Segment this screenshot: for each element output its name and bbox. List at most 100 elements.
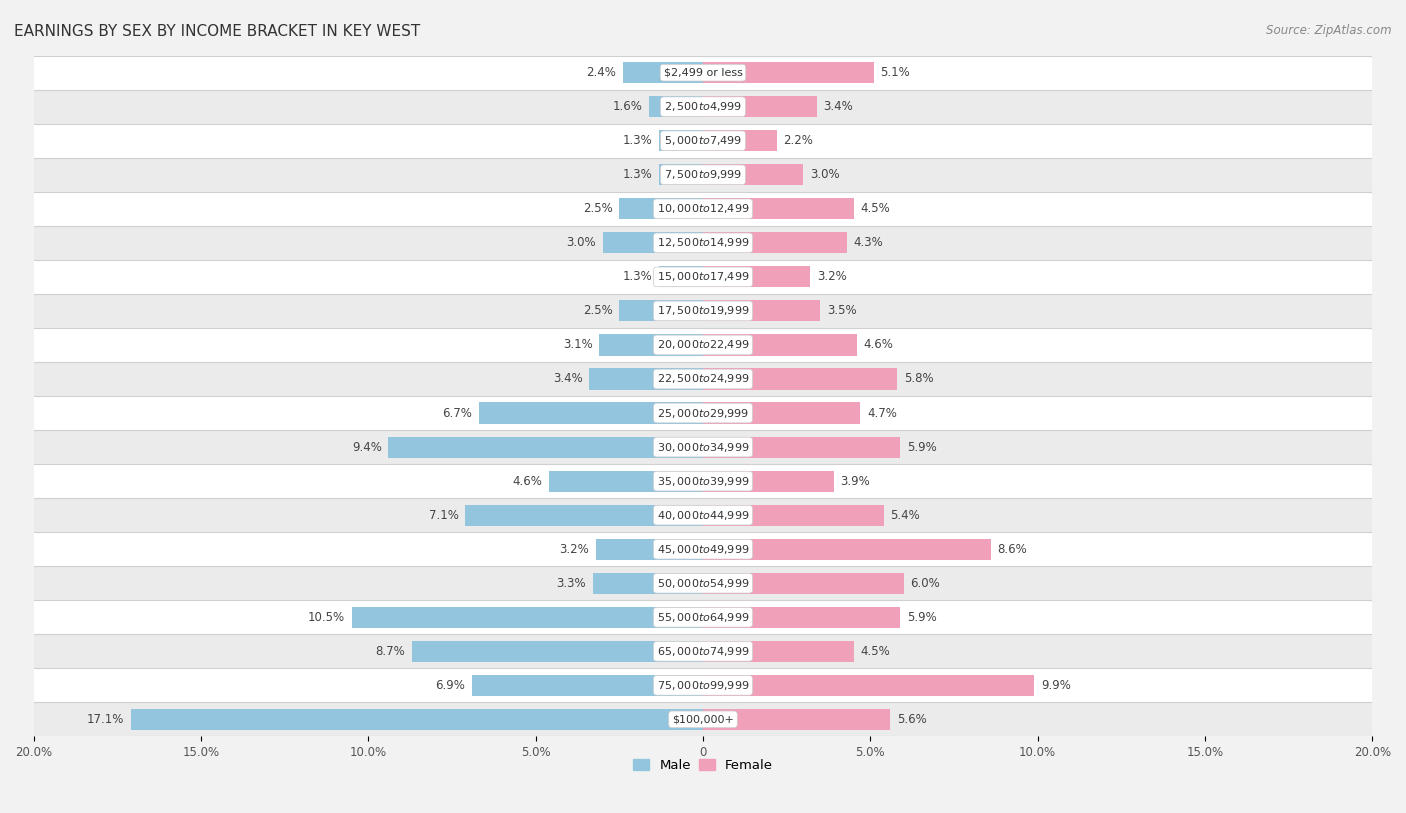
- Text: 2.4%: 2.4%: [586, 66, 616, 79]
- Bar: [352, 606, 703, 628]
- Bar: [412, 641, 703, 662]
- Text: $17,500 to $19,999: $17,500 to $19,999: [657, 304, 749, 317]
- Text: 8.6%: 8.6%: [997, 543, 1028, 555]
- Bar: [703, 539, 991, 559]
- Text: $35,000 to $39,999: $35,000 to $39,999: [657, 475, 749, 488]
- Legend: Male, Female: Male, Female: [627, 754, 779, 777]
- Text: 3.0%: 3.0%: [810, 168, 839, 181]
- Text: 6.0%: 6.0%: [911, 576, 941, 589]
- Bar: [623, 62, 703, 83]
- Bar: [34, 668, 1372, 702]
- Bar: [34, 226, 1372, 260]
- Bar: [703, 641, 853, 662]
- Text: $2,499 or less: $2,499 or less: [664, 67, 742, 78]
- Bar: [34, 89, 1372, 124]
- Text: 17.1%: 17.1%: [87, 713, 124, 726]
- Text: 3.4%: 3.4%: [553, 372, 582, 385]
- Text: $50,000 to $54,999: $50,000 to $54,999: [657, 576, 749, 589]
- Text: 3.5%: 3.5%: [827, 304, 856, 317]
- Text: 8.7%: 8.7%: [375, 645, 405, 658]
- Text: $55,000 to $64,999: $55,000 to $64,999: [657, 611, 749, 624]
- Text: 1.3%: 1.3%: [623, 134, 652, 147]
- Bar: [34, 294, 1372, 328]
- Text: $65,000 to $74,999: $65,000 to $74,999: [657, 645, 749, 658]
- Bar: [34, 260, 1372, 294]
- Bar: [703, 709, 890, 730]
- Bar: [596, 539, 703, 559]
- Bar: [703, 437, 900, 458]
- Bar: [703, 267, 810, 288]
- Bar: [34, 158, 1372, 192]
- Bar: [703, 164, 803, 185]
- Text: 5.4%: 5.4%: [890, 509, 920, 522]
- Text: 2.5%: 2.5%: [583, 202, 613, 215]
- Bar: [34, 396, 1372, 430]
- Text: $15,000 to $17,499: $15,000 to $17,499: [657, 271, 749, 284]
- Text: 5.8%: 5.8%: [904, 372, 934, 385]
- Bar: [34, 498, 1372, 533]
- Text: 3.0%: 3.0%: [567, 237, 596, 250]
- Text: $20,000 to $22,499: $20,000 to $22,499: [657, 338, 749, 351]
- Text: 7.1%: 7.1%: [429, 509, 458, 522]
- Text: $2,500 to $4,999: $2,500 to $4,999: [664, 100, 742, 113]
- Text: 3.2%: 3.2%: [560, 543, 589, 555]
- Text: 3.3%: 3.3%: [557, 576, 586, 589]
- Text: $5,000 to $7,499: $5,000 to $7,499: [664, 134, 742, 147]
- Bar: [703, 300, 820, 321]
- Bar: [34, 124, 1372, 158]
- Text: $40,000 to $44,999: $40,000 to $44,999: [657, 509, 749, 522]
- Text: 5.9%: 5.9%: [907, 441, 936, 454]
- Bar: [34, 430, 1372, 464]
- Text: 4.3%: 4.3%: [853, 237, 883, 250]
- Text: $10,000 to $12,499: $10,000 to $12,499: [657, 202, 749, 215]
- Bar: [34, 634, 1372, 668]
- Text: 4.5%: 4.5%: [860, 645, 890, 658]
- Bar: [703, 402, 860, 424]
- Bar: [131, 709, 703, 730]
- Text: 5.6%: 5.6%: [897, 713, 927, 726]
- Text: 1.3%: 1.3%: [623, 271, 652, 284]
- Text: 10.5%: 10.5%: [308, 611, 344, 624]
- Bar: [703, 368, 897, 389]
- Bar: [34, 533, 1372, 566]
- Bar: [703, 62, 873, 83]
- Bar: [650, 96, 703, 117]
- Bar: [589, 368, 703, 389]
- Text: 3.9%: 3.9%: [841, 475, 870, 488]
- Text: $12,500 to $14,999: $12,500 to $14,999: [657, 237, 749, 250]
- Bar: [34, 362, 1372, 396]
- Bar: [34, 600, 1372, 634]
- Text: $30,000 to $34,999: $30,000 to $34,999: [657, 441, 749, 454]
- Text: 3.1%: 3.1%: [562, 338, 592, 351]
- Text: $22,500 to $24,999: $22,500 to $24,999: [657, 372, 749, 385]
- Text: 5.9%: 5.9%: [907, 611, 936, 624]
- Bar: [478, 402, 703, 424]
- Bar: [34, 702, 1372, 737]
- Bar: [34, 55, 1372, 89]
- Bar: [599, 334, 703, 355]
- Bar: [703, 130, 776, 151]
- Text: 4.7%: 4.7%: [868, 406, 897, 420]
- Text: $45,000 to $49,999: $45,000 to $49,999: [657, 543, 749, 555]
- Bar: [703, 505, 884, 526]
- Bar: [703, 471, 834, 492]
- Text: 9.4%: 9.4%: [352, 441, 381, 454]
- Text: 4.6%: 4.6%: [512, 475, 543, 488]
- Bar: [703, 675, 1035, 696]
- Text: 3.2%: 3.2%: [817, 271, 846, 284]
- Text: 9.9%: 9.9%: [1040, 679, 1071, 692]
- Text: 6.9%: 6.9%: [436, 679, 465, 692]
- Text: 5.1%: 5.1%: [880, 66, 910, 79]
- Bar: [34, 328, 1372, 362]
- Text: 4.6%: 4.6%: [863, 338, 894, 351]
- Text: 6.7%: 6.7%: [441, 406, 472, 420]
- Text: Source: ZipAtlas.com: Source: ZipAtlas.com: [1267, 24, 1392, 37]
- Text: $25,000 to $29,999: $25,000 to $29,999: [657, 406, 749, 420]
- Text: 4.5%: 4.5%: [860, 202, 890, 215]
- Bar: [703, 572, 904, 593]
- Bar: [659, 164, 703, 185]
- Bar: [34, 464, 1372, 498]
- Bar: [703, 233, 846, 254]
- Bar: [619, 198, 703, 220]
- Bar: [34, 566, 1372, 600]
